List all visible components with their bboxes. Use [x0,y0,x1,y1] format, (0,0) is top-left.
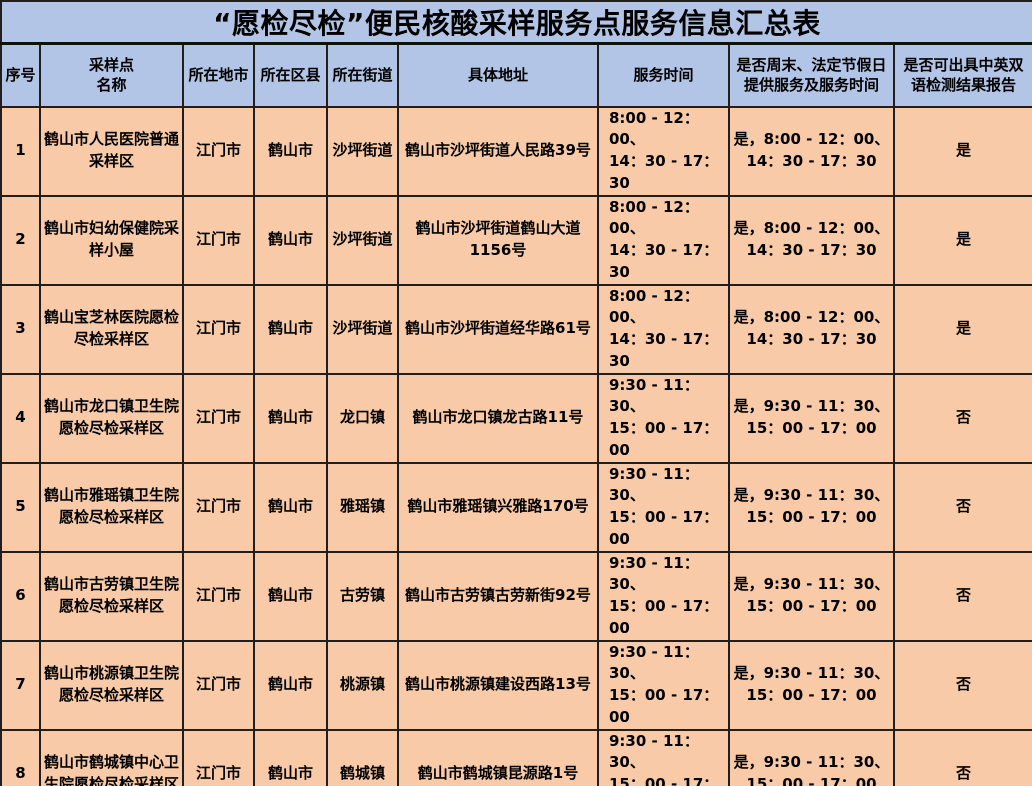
cell-service-time: 9:30 - 11：30、 15：00 - 17：00 [597,372,730,464]
cell-weekend-service: 是，8:00 - 12：00、 14：30 - 17：30 [728,283,895,375]
cell-street: 桃源镇 [326,639,399,731]
col-header-bilingual-report: 是否可出具中英双 语检测结果报告 [892,42,1032,108]
table-row: 2 鹤山市妇幼保健院采样小屋 江门市 鹤山市 沙坪街道 鹤山市沙坪街道鹤山大道1… [0,194,1032,286]
column-header-row: 序号 采样点 名称 所在地市 所在区县 所在街道 具体地址 服务时间 是否周末、… [0,42,1032,108]
cell-weekend-service: 是，9:30 - 11：30、 15：00 - 17：00 [728,550,895,642]
cell-site-name: 鹤山市龙口镇卫生院愿检尽检采样区 [39,372,184,464]
cell-serial-number: 1 [0,105,41,197]
table-body: 1 鹤山市人民医院普通采样区 江门市 鹤山市 沙坪街道 鹤山市沙坪街道人民路39… [0,105,1032,786]
cell-address: 鹤山市桃源镇建设西路13号 [397,639,599,731]
cell-bilingual-report: 是 [892,105,1032,197]
cell-service-time: 9:30 - 11：30、 15：00 - 17：00 [597,639,730,731]
cell-city: 江门市 [182,194,255,286]
cell-street: 龙口镇 [326,372,399,464]
cell-bilingual-report: 否 [892,372,1032,464]
cell-district: 鹤山市 [253,639,328,731]
cell-site-name: 鹤山市雅瑶镇卫生院愿检尽检采样区 [39,461,184,553]
cell-service-time: 9:30 - 11：30、 15：00 - 17：00 [597,461,730,553]
table-row: 5 鹤山市雅瑶镇卫生院愿检尽检采样区 江门市 鹤山市 雅瑶镇 鹤山市雅瑶镇兴雅路… [0,461,1032,553]
cell-service-time: 9:30 - 11：30、 15：00 - 17：00 [597,728,730,786]
cell-weekend-service: 是，8:00 - 12：00、 14：30 - 17：30 [728,105,895,197]
col-header-serial: 序号 [0,42,41,108]
cell-weekend-service: 是，9:30 - 11：30、 15：00 - 17：00 [728,639,895,731]
cell-district: 鹤山市 [253,372,328,464]
cell-district: 鹤山市 [253,283,328,375]
cell-street: 雅瑶镇 [326,461,399,553]
cell-service-time: 8:00 - 12：00、 14：30 - 17：30 [597,194,730,286]
table-row: 4 鹤山市龙口镇卫生院愿检尽检采样区 江门市 鹤山市 龙口镇 鹤山市龙口镇龙古路… [0,372,1032,464]
col-header-district: 所在区县 [253,42,328,108]
cell-weekend-service: 是，9:30 - 11：30、 15：00 - 17：00 [728,461,895,553]
cell-address: 鹤山市沙坪街道鹤山大道1156号 [397,194,599,286]
cell-address: 鹤山市雅瑶镇兴雅路170号 [397,461,599,553]
cell-district: 鹤山市 [253,550,328,642]
cell-serial-number: 8 [0,728,41,786]
cell-district: 鹤山市 [253,105,328,197]
col-header-weekend-service: 是否周末、法定节假日 提供服务及服务时间 [728,42,895,108]
cell-district: 鹤山市 [253,728,328,786]
cell-site-name: 鹤山宝芝林医院愿检尽检采样区 [39,283,184,375]
cell-city: 江门市 [182,461,255,553]
cell-district: 鹤山市 [253,461,328,553]
col-header-site-name: 采样点 名称 [39,42,184,108]
cell-serial-number: 5 [0,461,41,553]
cell-bilingual-report: 否 [892,639,1032,731]
page-title: “愿检尽检”便民核酸采样服务点服务信息汇总表 [0,0,1032,45]
cell-site-name: 鹤山市鹤城镇中心卫生院愿检尽检采样区 [39,728,184,786]
cell-address: 鹤山市龙口镇龙古路11号 [397,372,599,464]
cell-serial-number: 3 [0,283,41,375]
table-row: 8 鹤山市鹤城镇中心卫生院愿检尽检采样区 江门市 鹤山市 鹤城镇 鹤山市鹤城镇昆… [0,728,1032,786]
cell-site-name: 鹤山市桃源镇卫生院愿检尽检采样区 [39,639,184,731]
cell-site-name: 鹤山市古劳镇卫生院愿检尽检采样区 [39,550,184,642]
cell-street: 沙坪街道 [326,105,399,197]
cell-serial-number: 7 [0,639,41,731]
cell-address: 鹤山市古劳镇古劳新街92号 [397,550,599,642]
cell-weekend-service: 是，8:00 - 12：00、 14：30 - 17：30 [728,194,895,286]
cell-service-time: 9:30 - 11：30、 15：00 - 17：00 [597,550,730,642]
cell-weekend-service: 是，9:30 - 11：30、 15：00 - 17：00 [728,728,895,786]
cell-bilingual-report: 否 [892,550,1032,642]
cell-city: 江门市 [182,372,255,464]
cell-site-name: 鹤山市妇幼保健院采样小屋 [39,194,184,286]
cell-street: 沙坪街道 [326,194,399,286]
cell-site-name: 鹤山市人民医院普通采样区 [39,105,184,197]
cell-city: 江门市 [182,728,255,786]
col-header-address: 具体地址 [397,42,599,108]
cell-address: 鹤山市沙坪街道人民路39号 [397,105,599,197]
col-header-service-time: 服务时间 [597,42,730,108]
cell-street: 鹤城镇 [326,728,399,786]
cell-bilingual-report: 是 [892,194,1032,286]
cell-city: 江门市 [182,283,255,375]
col-header-city: 所在地市 [182,42,255,108]
table-row: 1 鹤山市人民医院普通采样区 江门市 鹤山市 沙坪街道 鹤山市沙坪街道人民路39… [0,105,1032,197]
cell-bilingual-report: 否 [892,461,1032,553]
cell-serial-number: 6 [0,550,41,642]
cell-city: 江门市 [182,105,255,197]
cell-weekend-service: 是，9:30 - 11：30、 15：00 - 17：00 [728,372,895,464]
title-row: “愿检尽检”便民核酸采样服务点服务信息汇总表 [0,0,1032,45]
table-row: 6 鹤山市古劳镇卫生院愿检尽检采样区 江门市 鹤山市 古劳镇 鹤山市古劳镇古劳新… [0,550,1032,642]
cell-address: 鹤山市沙坪街道经华路61号 [397,283,599,375]
cell-address: 鹤山市鹤城镇昆源路1号 [397,728,599,786]
table-row: 3 鹤山宝芝林医院愿检尽检采样区 江门市 鹤山市 沙坪街道 鹤山市沙坪街道经华路… [0,283,1032,375]
cell-street: 沙坪街道 [326,283,399,375]
cell-district: 鹤山市 [253,194,328,286]
cell-city: 江门市 [182,550,255,642]
cell-serial-number: 2 [0,194,41,286]
table-row: 7 鹤山市桃源镇卫生院愿检尽检采样区 江门市 鹤山市 桃源镇 鹤山市桃源镇建设西… [0,639,1032,731]
cell-bilingual-report: 否 [892,728,1032,786]
cell-street: 古劳镇 [326,550,399,642]
cell-service-time: 8:00 - 12：00、 14：30 - 17：30 [597,105,730,197]
cell-serial-number: 4 [0,372,41,464]
cell-city: 江门市 [182,639,255,731]
col-header-street: 所在街道 [326,42,399,108]
cell-bilingual-report: 是 [892,283,1032,375]
cell-service-time: 8:00 - 12：00、 14：30 - 17：30 [597,283,730,375]
